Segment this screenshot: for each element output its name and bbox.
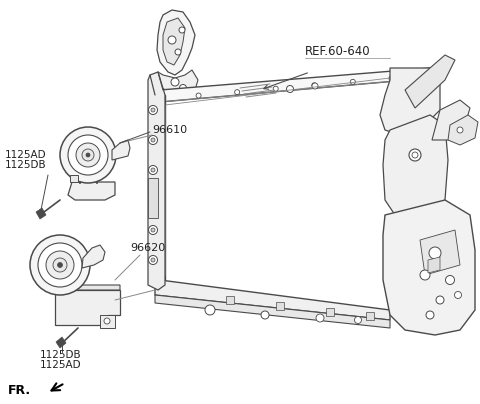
Circle shape — [457, 127, 463, 133]
Circle shape — [156, 171, 164, 179]
Circle shape — [273, 86, 278, 91]
Circle shape — [445, 276, 455, 284]
Polygon shape — [366, 312, 374, 320]
Circle shape — [151, 258, 155, 262]
Polygon shape — [226, 296, 234, 304]
Polygon shape — [36, 208, 46, 219]
Circle shape — [148, 225, 157, 234]
Text: FR.: FR. — [8, 383, 31, 396]
Polygon shape — [70, 175, 78, 182]
Circle shape — [316, 314, 324, 322]
Circle shape — [148, 196, 157, 204]
Polygon shape — [158, 70, 198, 95]
Circle shape — [86, 153, 90, 157]
Circle shape — [156, 231, 164, 239]
Polygon shape — [112, 140, 130, 160]
Text: 1125AD: 1125AD — [40, 360, 82, 370]
Circle shape — [148, 255, 157, 265]
Circle shape — [60, 127, 116, 183]
Circle shape — [179, 27, 185, 33]
Circle shape — [180, 84, 187, 91]
Polygon shape — [155, 295, 390, 328]
Circle shape — [46, 251, 74, 279]
Circle shape — [151, 228, 155, 232]
Polygon shape — [420, 230, 460, 275]
Circle shape — [426, 311, 434, 319]
Circle shape — [104, 318, 110, 324]
Circle shape — [287, 86, 293, 93]
Circle shape — [156, 211, 164, 219]
Circle shape — [30, 235, 90, 295]
Polygon shape — [276, 302, 284, 310]
Polygon shape — [148, 72, 165, 290]
Polygon shape — [155, 90, 160, 285]
Polygon shape — [432, 100, 470, 140]
Circle shape — [235, 90, 240, 95]
Polygon shape — [100, 315, 115, 328]
Circle shape — [53, 258, 67, 272]
Circle shape — [156, 111, 164, 119]
Circle shape — [38, 243, 82, 287]
Circle shape — [261, 311, 269, 319]
Polygon shape — [68, 182, 115, 200]
Circle shape — [350, 79, 355, 84]
Circle shape — [148, 135, 157, 145]
Polygon shape — [157, 10, 195, 75]
Circle shape — [168, 36, 176, 44]
Circle shape — [151, 138, 155, 142]
Polygon shape — [55, 285, 120, 290]
Polygon shape — [157, 180, 163, 220]
Circle shape — [156, 271, 164, 279]
Polygon shape — [155, 280, 390, 320]
Polygon shape — [380, 68, 440, 135]
Circle shape — [58, 263, 62, 267]
Circle shape — [312, 83, 318, 89]
Polygon shape — [155, 68, 430, 102]
Circle shape — [171, 78, 179, 86]
Polygon shape — [56, 337, 66, 348]
Circle shape — [355, 316, 361, 324]
Circle shape — [156, 191, 164, 199]
Circle shape — [409, 149, 421, 161]
Text: REF.60-640: REF.60-640 — [305, 45, 371, 58]
Circle shape — [312, 83, 317, 88]
Text: 1125DB: 1125DB — [5, 160, 47, 170]
Circle shape — [151, 168, 155, 172]
Circle shape — [389, 76, 394, 81]
Circle shape — [175, 49, 181, 55]
Circle shape — [82, 149, 94, 161]
Circle shape — [156, 131, 164, 139]
Text: 96610: 96610 — [152, 125, 187, 135]
Polygon shape — [405, 55, 455, 108]
Circle shape — [148, 105, 157, 114]
Circle shape — [76, 143, 100, 167]
Circle shape — [205, 305, 215, 315]
Polygon shape — [148, 178, 158, 218]
Circle shape — [148, 166, 157, 175]
Circle shape — [156, 251, 164, 259]
Circle shape — [455, 292, 461, 299]
Circle shape — [420, 270, 430, 280]
Polygon shape — [82, 245, 105, 268]
Circle shape — [156, 151, 164, 159]
Polygon shape — [326, 308, 334, 316]
Text: 96620: 96620 — [130, 243, 165, 253]
Circle shape — [196, 93, 201, 98]
Polygon shape — [448, 115, 478, 145]
Text: 1125DB: 1125DB — [40, 350, 82, 360]
Polygon shape — [155, 95, 165, 285]
Text: 1125AD: 1125AD — [5, 150, 47, 160]
Polygon shape — [55, 290, 120, 325]
Circle shape — [151, 108, 155, 112]
Polygon shape — [383, 115, 448, 215]
Circle shape — [412, 152, 418, 158]
Circle shape — [151, 198, 155, 202]
Polygon shape — [383, 200, 475, 335]
Polygon shape — [163, 18, 185, 65]
Circle shape — [429, 247, 441, 259]
Polygon shape — [428, 257, 440, 273]
Circle shape — [436, 296, 444, 304]
Circle shape — [68, 135, 108, 175]
